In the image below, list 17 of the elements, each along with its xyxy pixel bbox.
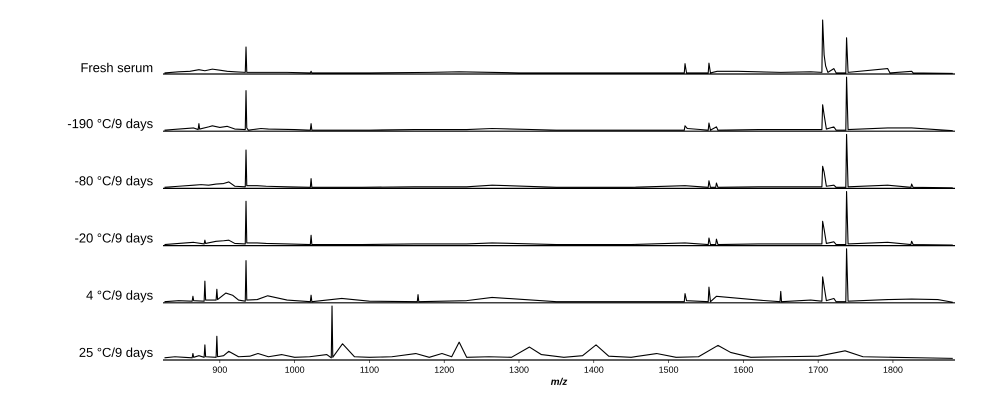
x-tick-label: 1400 — [584, 366, 604, 373]
x-axis-title: m/z — [550, 378, 568, 386]
y-axis-title: -80 °C/9 days — [75, 176, 153, 188]
x-tick-label: 1000 — [285, 366, 304, 373]
y-axis-title: Fresh serum — [82, 62, 152, 72]
x-tick-label: 1300 — [510, 366, 529, 373]
x-tick-label: 1500 — [659, 366, 678, 373]
x-tick-label: 1800 — [884, 366, 903, 373]
x-tick-label: 1600 — [734, 366, 753, 373]
y-axis-title: 4 °C/9 days — [86, 290, 153, 302]
x-tick-label: 1100 — [360, 366, 379, 373]
y-axis-title: -20 °C/9 days — [75, 233, 153, 246]
y-axis-title: -190 °C/9 days — [68, 118, 153, 131]
y-axis-title: 25 °C/9 days — [80, 347, 153, 360]
x-tick-label: 1200 — [434, 366, 454, 373]
x-tick-label: 900 — [212, 366, 227, 373]
x-tick-label: 1700 — [808, 366, 828, 373]
